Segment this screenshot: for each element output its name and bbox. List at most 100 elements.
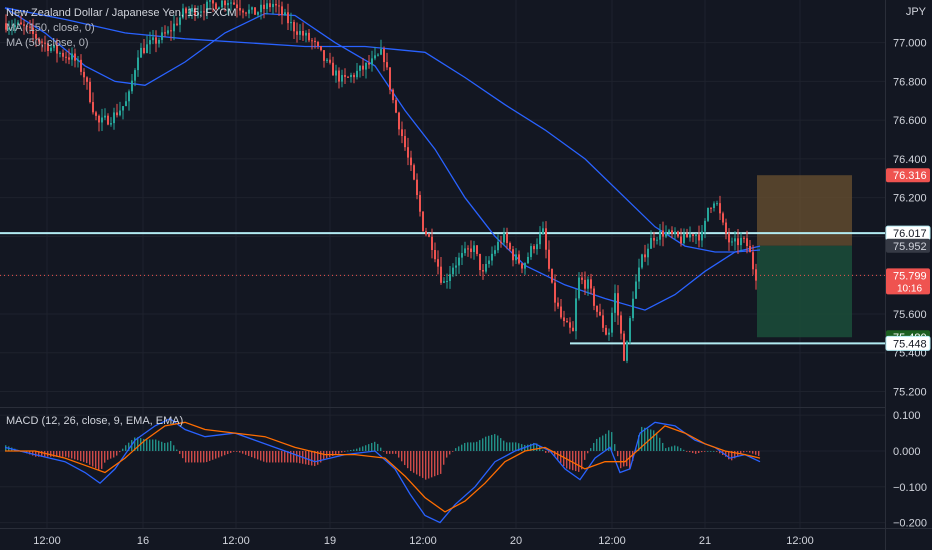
candle-body (401, 129, 403, 137)
macd-histogram-bar (440, 450, 442, 474)
macd-histogram-bar (455, 448, 457, 451)
candle-body (263, 4, 265, 9)
macd-histogram-bar (248, 450, 250, 456)
macd-histogram-bar (428, 450, 430, 479)
candle-body (77, 59, 79, 61)
symbol-title[interactable]: New Zealand Dollar / Japanese Yen, 15, F… (6, 7, 237, 19)
macd-histogram-bar (416, 450, 418, 475)
candle-body (605, 327, 607, 335)
candle-body (671, 230, 673, 234)
macd-histogram-bar (494, 434, 496, 451)
candle-body (305, 32, 307, 36)
macd-histogram-bar (716, 450, 718, 452)
macd-histogram-bar (620, 450, 622, 469)
macd-tick-label: −0.200 (893, 518, 927, 530)
macd-histogram-bar (152, 439, 154, 451)
price-label-box (886, 168, 930, 183)
macd-histogram-bar (173, 445, 175, 451)
y-tick-label: 76.800 (893, 76, 927, 88)
candle-body (209, 0, 211, 2)
candle-body (107, 115, 109, 125)
candle-body (356, 70, 358, 78)
candle-body (611, 312, 613, 333)
macd-histogram-bar (743, 450, 745, 453)
x-tick-label: 20 (510, 535, 522, 547)
x-tick-label: 16 (137, 535, 149, 547)
candle-body (218, 7, 220, 10)
macd-histogram-bar (623, 450, 625, 467)
candle-body (494, 250, 496, 254)
macd-histogram-bar (356, 448, 358, 451)
macd-histogram-bar (413, 450, 415, 473)
candle-body (566, 321, 568, 323)
candle-body (230, 2, 232, 4)
macd-histogram-bar (38, 450, 40, 457)
macd-histogram-bar (692, 450, 694, 453)
candle-body (389, 67, 391, 90)
macd-line (4, 417, 761, 524)
x-tick-label: 21 (699, 535, 711, 547)
candle-body (92, 102, 94, 113)
candle-body (455, 265, 457, 268)
currency-label[interactable]: JPY (905, 6, 926, 18)
candle-body (578, 277, 580, 299)
macd-histogram-bar (221, 450, 223, 457)
candle-body (485, 263, 487, 272)
candle-body (539, 233, 541, 245)
candle-body (656, 239, 658, 241)
macd-histogram-bar (734, 450, 736, 459)
candle-body (380, 49, 382, 55)
candle-body (467, 248, 469, 250)
candle-body (404, 136, 406, 148)
macd-tick-label: 0.100 (893, 410, 921, 422)
candle-body (362, 65, 364, 70)
x-tick-label: 12:00 (33, 535, 61, 547)
candle-body (152, 37, 154, 41)
macd-histogram-bar (584, 450, 586, 460)
macd-histogram-bar (506, 442, 508, 451)
macd-histogram-bar (266, 450, 268, 463)
macd-histogram-bar (605, 433, 607, 451)
macd-histogram-bar (452, 450, 454, 452)
candle-body (557, 302, 559, 307)
chart-legend[interactable]: New Zealand Dollar / Japanese Yen, 15, F… (6, 6, 237, 51)
candle-body (386, 62, 388, 68)
candle-body (713, 203, 715, 209)
candle-body (452, 267, 454, 275)
macd-histogram-bar (155, 439, 157, 451)
candle-body (641, 254, 643, 268)
candle-body (116, 112, 118, 116)
candle-body (626, 341, 628, 361)
candle-body (521, 263, 523, 269)
macd-histogram-bar (224, 450, 226, 456)
candle-body (215, 3, 217, 10)
y-tick-label: 76.200 (893, 193, 927, 205)
macd-histogram-bar (407, 450, 409, 469)
candle-body (44, 42, 46, 44)
candle-body (425, 231, 427, 235)
candle-body (677, 231, 679, 237)
macd-histogram-bar (470, 442, 472, 451)
ma-50-legend[interactable]: MA (50, close, 0) (6, 37, 89, 49)
macd-histogram-bar (731, 450, 733, 461)
macd-histogram-bar (200, 450, 202, 463)
macd-histogram-bar (479, 440, 481, 451)
macd-histogram-bar (542, 449, 544, 451)
candle-body (236, 4, 238, 9)
candle-body (545, 228, 547, 250)
macd-histogram-bar (182, 450, 184, 459)
candle-body (170, 30, 172, 32)
candle-body (518, 254, 520, 264)
macd-legend[interactable]: MACD (12, 26, close, 9, EMA, EMA) (6, 415, 184, 427)
y-tick-label: 76.400 (893, 154, 927, 166)
candle-body (608, 332, 610, 335)
candle-body (569, 322, 571, 328)
macd-histogram-bar (137, 437, 139, 451)
candle-body (416, 179, 418, 196)
ma-150-legend[interactable]: MA (150, close, 0) (6, 22, 95, 34)
candle-body (470, 248, 472, 252)
macd-histogram-bar (260, 450, 262, 461)
candle-body (746, 238, 748, 246)
macd-histogram-bar (560, 450, 562, 463)
